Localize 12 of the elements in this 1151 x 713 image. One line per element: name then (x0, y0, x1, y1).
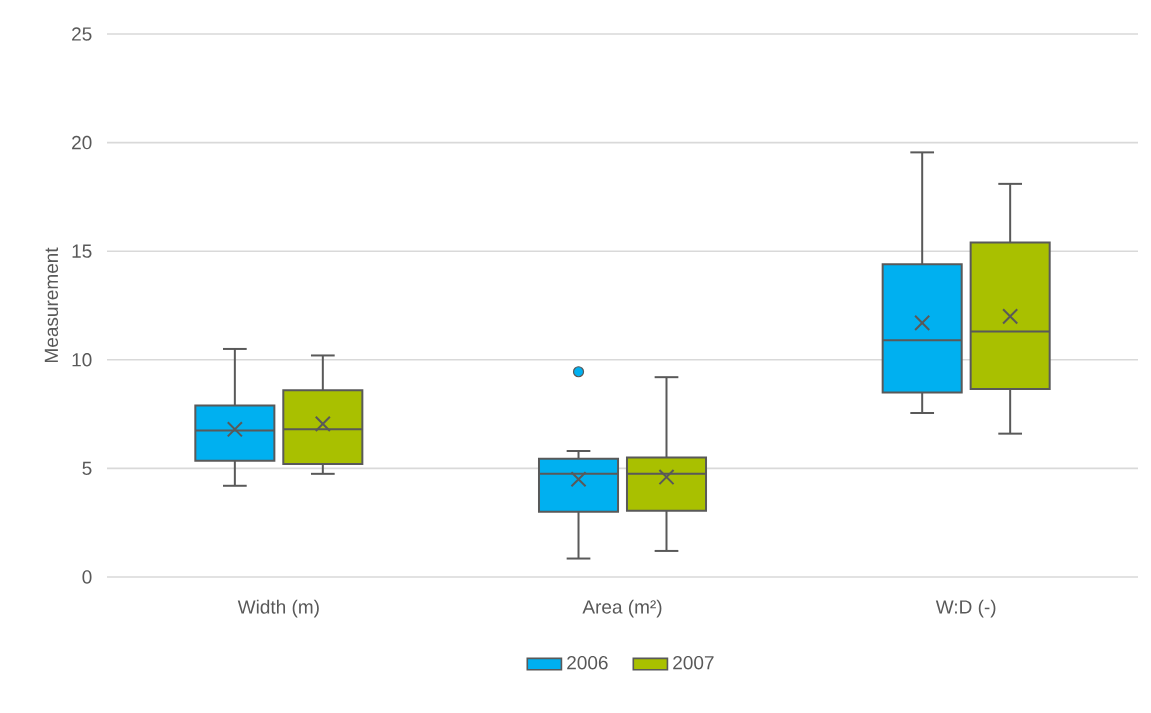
legend-label: 2006 (567, 655, 608, 670)
x-tick-label: Width (m) (237, 599, 319, 618)
y-tick-label: 15 (72, 244, 92, 258)
y-axis-title: Measurement (44, 247, 59, 363)
y-tick-label: 20 (72, 135, 92, 150)
y-tick-label: 10 (72, 353, 92, 367)
y-tick-label: 5 (82, 461, 92, 476)
x-tick-label: Area (m²) (582, 599, 662, 618)
legend-label: 2007 (673, 655, 714, 670)
x-tick-label: W:D (-) (935, 599, 996, 618)
y-tick-label: 25 (72, 27, 92, 41)
y-tick-label: 0 (82, 570, 92, 584)
